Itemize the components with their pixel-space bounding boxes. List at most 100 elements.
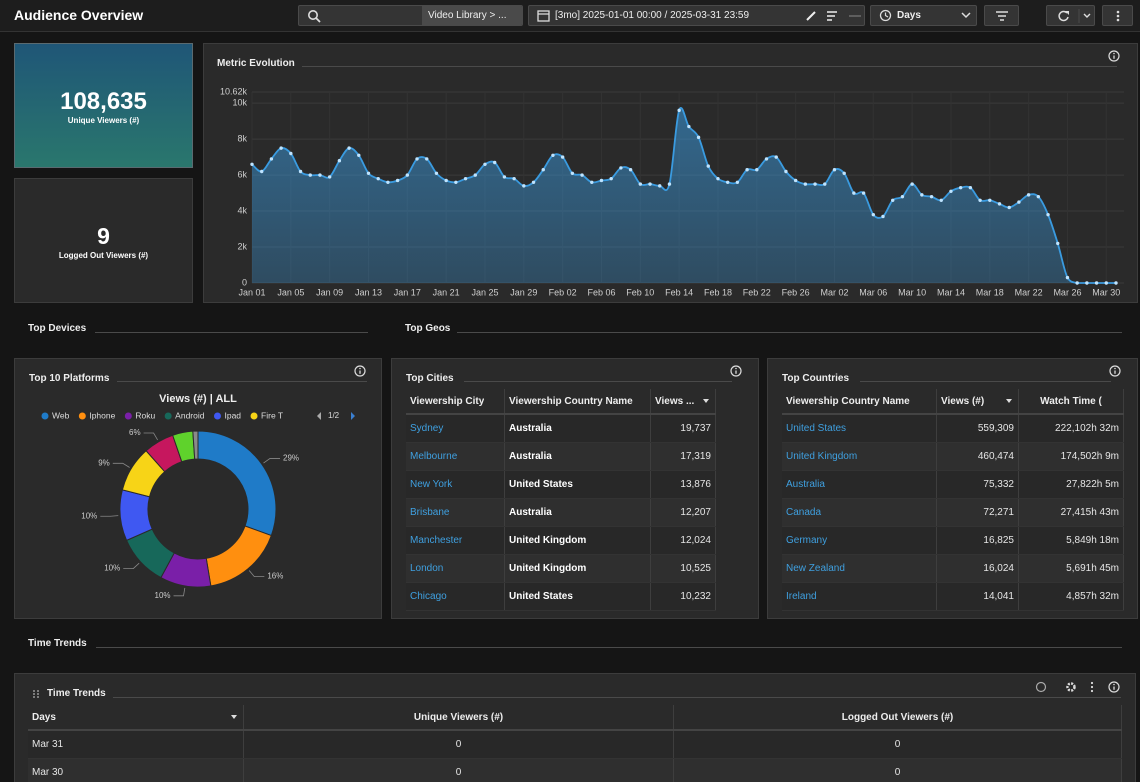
column-header[interactable]: Viewership Country Name bbox=[505, 389, 651, 413]
table-cell[interactable]: Ireland bbox=[782, 583, 937, 610]
sort-arrow bbox=[231, 715, 237, 719]
data-point bbox=[531, 180, 536, 184]
legend-swatch bbox=[250, 412, 258, 420]
data-point bbox=[638, 182, 643, 186]
column-header[interactable]: Viewership City bbox=[406, 389, 505, 413]
leader-line bbox=[123, 562, 140, 570]
column-header[interactable]: Days bbox=[28, 705, 244, 729]
table-cell[interactable]: Manchester bbox=[406, 527, 505, 554]
data-point bbox=[260, 169, 264, 174]
info-icon[interactable] bbox=[1109, 365, 1121, 377]
menu-button[interactable] bbox=[1102, 5, 1133, 26]
info-icon[interactable] bbox=[1108, 681, 1120, 693]
data-point bbox=[968, 185, 973, 190]
info-dot bbox=[1113, 683, 1115, 686]
table-cell[interactable]: Sydney bbox=[406, 415, 505, 442]
granularity-select[interactable]: Days bbox=[870, 5, 977, 26]
table: Viewership City Viewership Country Name Vi… bbox=[406, 389, 716, 611]
data-point bbox=[1007, 205, 1011, 210]
info-dot bbox=[359, 367, 361, 370]
info-button[interactable] bbox=[1107, 363, 1123, 379]
panel-title: Top 10 Platforms bbox=[29, 373, 110, 384]
table-cell[interactable]: Australia bbox=[782, 471, 937, 498]
info-button[interactable] bbox=[728, 363, 744, 379]
table-cell[interactable]: United States bbox=[782, 415, 937, 442]
table-cell: 174,502h 9m bbox=[1019, 443, 1124, 470]
data-point bbox=[716, 176, 720, 181]
table-cell[interactable]: Chicago bbox=[406, 583, 505, 610]
table-row: United Kingdom 460,474 174,502h 9m bbox=[782, 443, 1124, 471]
filter-button[interactable] bbox=[984, 5, 1019, 26]
column-header[interactable]: Unique Viewers (#) bbox=[244, 705, 674, 729]
data-point bbox=[327, 175, 332, 179]
data-point bbox=[949, 189, 953, 193]
legend-prev[interactable] bbox=[317, 412, 321, 420]
table-cell[interactable]: Canada bbox=[782, 499, 937, 526]
search-box[interactable]: Video Library > ... bbox=[298, 5, 523, 26]
table-cell: 75,332 bbox=[937, 471, 1019, 498]
table-row: Manchester United Kingdom 12,024 bbox=[406, 527, 716, 555]
column-header[interactable]: Logged Out Viewers (#) bbox=[674, 705, 1122, 729]
x-tick-label: Feb 14 bbox=[665, 287, 693, 297]
data-point bbox=[444, 178, 448, 183]
granularity-text: Days bbox=[897, 10, 921, 21]
data-point bbox=[386, 180, 390, 184]
header-row: Viewership Country Name Views (#) Watch Ti… bbox=[782, 389, 1124, 415]
donut-chart: Views (#) | ALL Web Iphone Roku Android Ipad F… bbox=[41, 365, 366, 600]
data-point bbox=[1085, 281, 1089, 285]
table-cell[interactable]: New Zealand bbox=[782, 555, 937, 582]
refresh-button[interactable] bbox=[1046, 5, 1095, 26]
x-tick-label: Jan 13 bbox=[355, 287, 382, 297]
y-tick-label: 2k bbox=[237, 241, 247, 251]
column-header-text: Viewership Country Name bbox=[786, 395, 910, 407]
y-tick-label: 10k bbox=[232, 98, 247, 108]
data-point bbox=[541, 167, 545, 172]
x-tick-label: Feb 02 bbox=[549, 287, 577, 297]
info-icon[interactable] bbox=[730, 365, 742, 377]
column-header[interactable]: Watch Time ( bbox=[1019, 389, 1124, 413]
data-point bbox=[648, 182, 652, 186]
data-point bbox=[803, 182, 808, 186]
data-point bbox=[512, 176, 516, 181]
x-tick-label: Mar 22 bbox=[1015, 287, 1043, 297]
legend-next[interactable] bbox=[351, 412, 355, 420]
table-cell: 559,309 bbox=[937, 415, 1019, 442]
date-tools[interactable] bbox=[805, 9, 865, 23]
data-point bbox=[910, 182, 914, 186]
table-cell[interactable]: London bbox=[406, 555, 505, 582]
slice-label: 10% bbox=[104, 564, 120, 573]
info-icon[interactable] bbox=[1108, 50, 1120, 62]
info-button[interactable] bbox=[1106, 679, 1122, 695]
platforms-panel: Top 10 Platforms Views (#) | ALL Web Iphon… bbox=[14, 358, 382, 619]
table-cell[interactable]: New York bbox=[406, 471, 505, 498]
title-rule bbox=[117, 381, 367, 382]
table-cell[interactable]: Melbourne bbox=[406, 443, 505, 470]
column-header[interactable]: Viewership Country Name bbox=[782, 389, 937, 413]
table-cell[interactable]: Brisbane bbox=[406, 499, 505, 526]
table-cell[interactable]: Germany bbox=[782, 527, 937, 554]
table-cell: United Kingdom bbox=[505, 555, 651, 582]
data-point bbox=[395, 178, 400, 183]
x-tick-label: Mar 02 bbox=[820, 287, 848, 297]
data-point bbox=[900, 194, 905, 199]
legend-label: Iphone bbox=[89, 410, 115, 420]
info-icon[interactable] bbox=[354, 365, 366, 377]
date-range[interactable]: [3mo] 2025-01-01 00:00 / 2025-03-31 23:5… bbox=[528, 5, 865, 26]
kpi-label: Unique Viewers (#) bbox=[67, 116, 140, 125]
column-header[interactable]: Views ... bbox=[651, 389, 716, 413]
column-header[interactable]: Views (#) bbox=[937, 389, 1019, 413]
data-point bbox=[599, 178, 604, 183]
data-point bbox=[677, 108, 681, 113]
table-cell: 13,876 bbox=[651, 471, 716, 498]
panel-tools[interactable] bbox=[1035, 680, 1115, 694]
column-header-text: Viewership Country Name bbox=[509, 395, 633, 407]
legend-swatch bbox=[124, 412, 132, 420]
title-rule bbox=[464, 381, 732, 382]
breadcrumb[interactable]: Video Library > ... bbox=[422, 6, 522, 25]
top-cities-panel: Top Cities Viewership City Viewership Cou… bbox=[391, 358, 759, 619]
drag-handle[interactable] bbox=[32, 689, 40, 699]
data-point bbox=[774, 155, 778, 159]
sort-arrow bbox=[703, 399, 709, 403]
table-row: Australia 75,332 27,822h 5m bbox=[782, 471, 1124, 499]
table-cell[interactable]: United Kingdom bbox=[782, 443, 937, 470]
